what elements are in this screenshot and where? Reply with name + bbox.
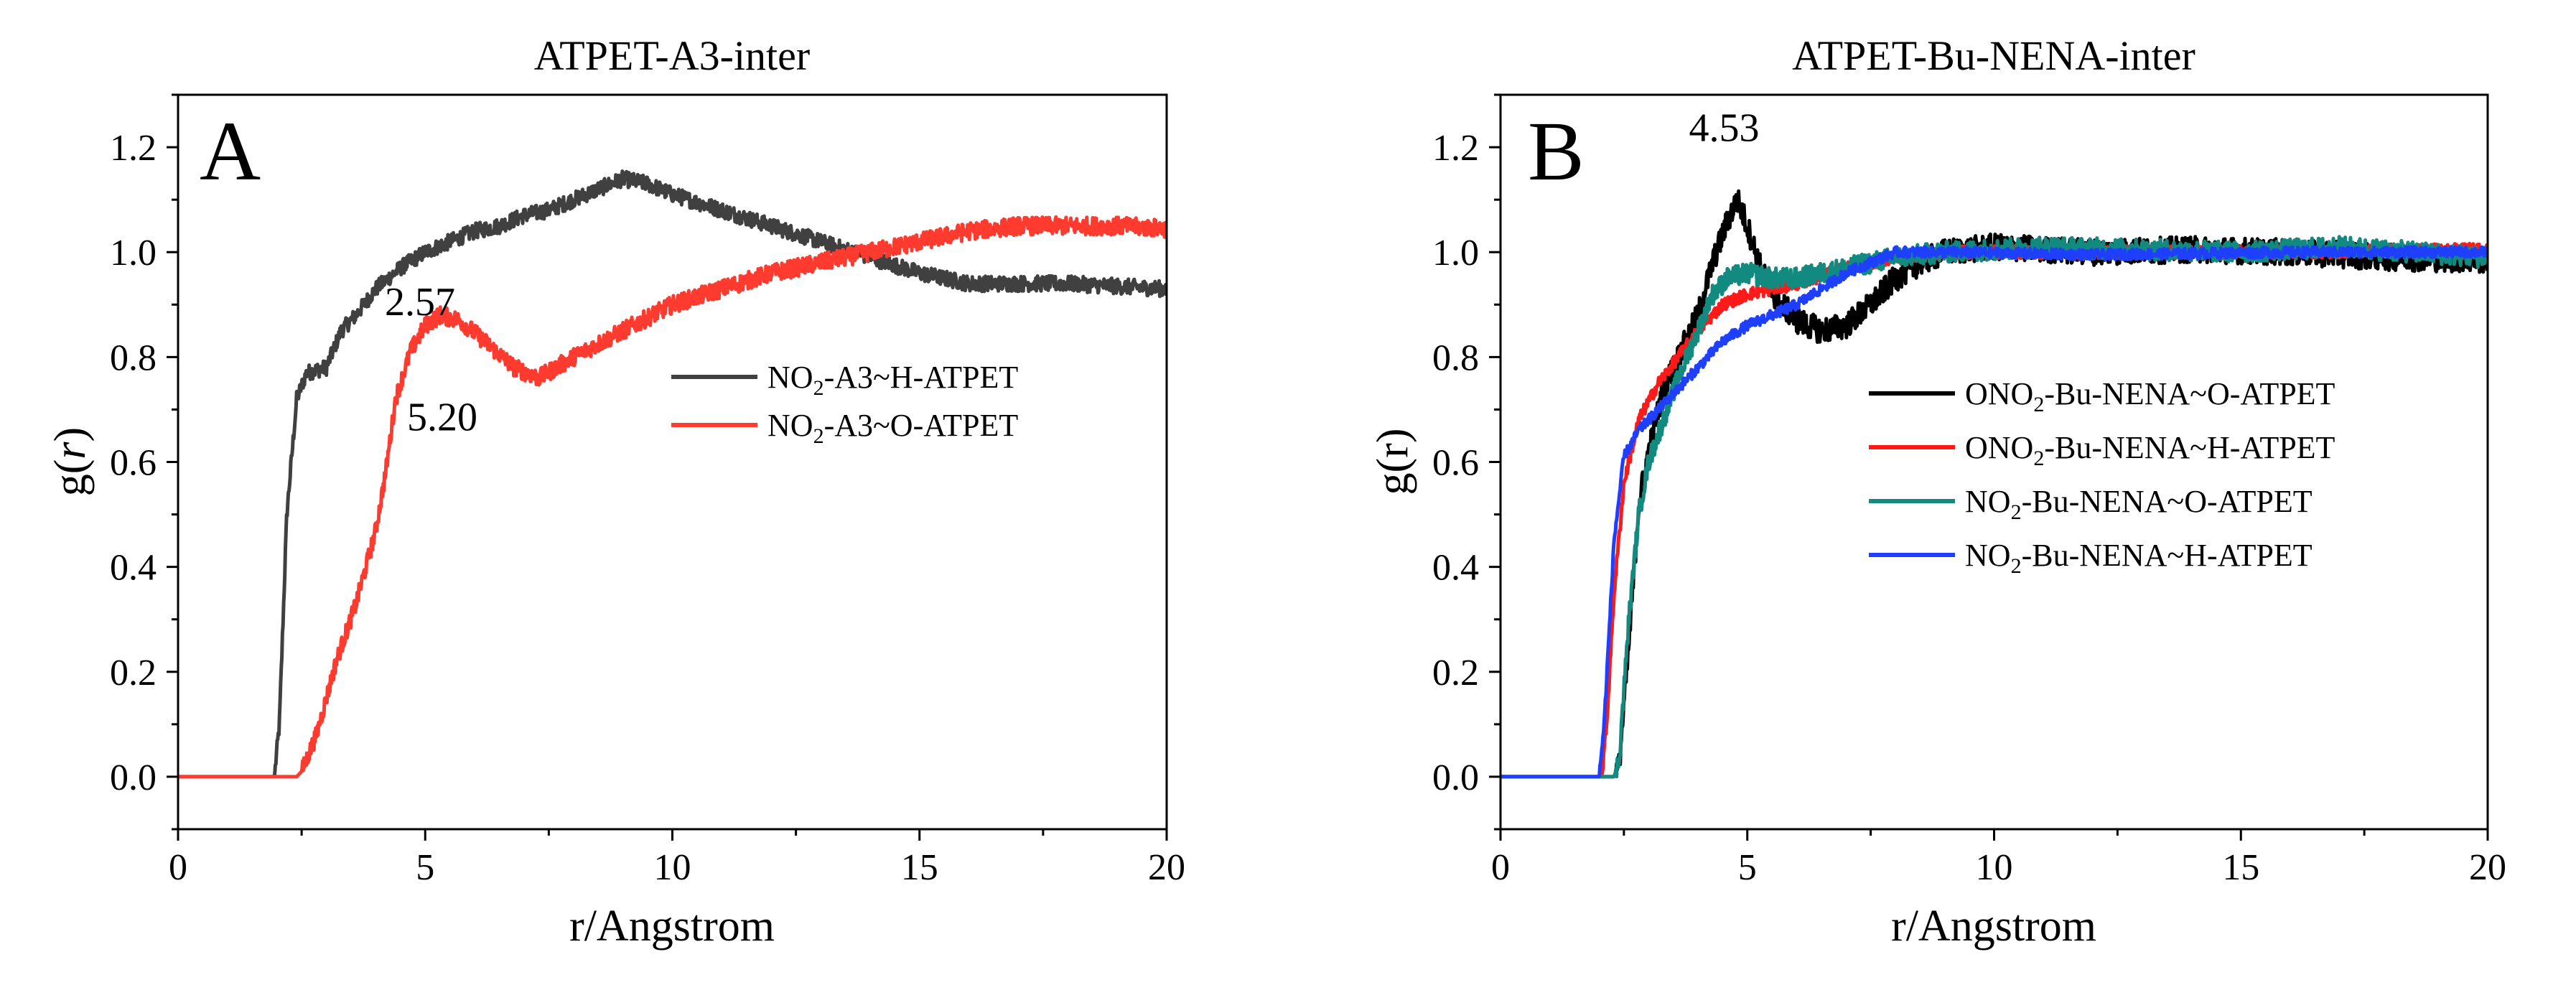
x-tick-label: 20	[2469, 847, 2506, 888]
plot-frame	[177, 93, 1168, 831]
legend-label: ONO2-Bu-NENA~O-ATPET	[1965, 376, 2335, 416]
tick-layer: 0 5 10 15 20 0.0 0.2 0.4 0.6 0.8 1.0 1.2	[1432, 93, 2506, 888]
x-tick-label: 10	[1976, 847, 2013, 888]
y-tick-label: 0.8	[110, 337, 157, 378]
y-axis-label: g(r)	[1368, 429, 1417, 495]
peak-annotation: 4.53	[1689, 106, 1759, 150]
y-axis-label-end: )	[46, 427, 95, 442]
tick-layer: 0 5 10 15 20 0.0 0.2 0.4 0.6 0.8 1.0 1.2	[110, 93, 1185, 888]
y-tick-label: 0.4	[1432, 548, 1479, 589]
legend-label: NO2-Bu-NENA~O-ATPET	[1965, 484, 2313, 524]
chart-panel-a: ATPET-A3-inter 0 5 10 15 20 0.0 0.2 0.4 0.6 0.8 1.…	[46, 32, 1185, 951]
y-axis-label-var: r	[46, 442, 95, 459]
legend-label: ONO2-Bu-NENA~H-ATPET	[1965, 430, 2335, 470]
legend-label: NO2-A3~H-ATPET	[767, 360, 1018, 400]
series-line-4	[1501, 245, 2488, 779]
panel-letter: B	[1528, 104, 1585, 198]
series-line-1	[178, 169, 1167, 779]
chart-title: ATPET-Bu-NENA-inter	[1792, 32, 2195, 79]
y-tick-label: 0.4	[110, 548, 157, 589]
x-tick-label: 15	[901, 847, 938, 888]
annotation-layer: 2.57 5.20	[385, 280, 477, 440]
y-tick-label: 1.2	[110, 128, 157, 169]
peak-annotation: 2.57	[385, 280, 455, 324]
peak-annotation: 5.20	[407, 396, 477, 440]
x-tick-label: 5	[416, 847, 434, 888]
x-tick-label: 20	[1148, 847, 1185, 888]
series-layer	[1501, 189, 2488, 779]
x-axis-label: r/Angstrom	[1891, 902, 2096, 951]
x-tick-label: 10	[654, 847, 691, 888]
y-axis-label-base: g(	[46, 459, 95, 497]
x-tick-label: 0	[169, 847, 187, 888]
legend: NO2-A3~H-ATPET NO2-A3~O-ATPET	[671, 360, 1018, 448]
legend-label: NO2-Bu-NENA~H-ATPET	[1965, 538, 2313, 578]
y-tick-label: 1.0	[110, 233, 157, 274]
series-line-2	[178, 215, 1167, 779]
y-tick-label: 0.6	[1432, 443, 1479, 484]
chart-panel-b: ATPET-Bu-NENA-inter 0 5 10 15 20 0.0 0.2 0.4 0.6…	[1368, 32, 2506, 951]
chart-title: ATPET-A3-inter	[534, 32, 810, 79]
y-tick-label: 0.8	[1432, 337, 1479, 378]
legend-label: NO2-A3~O-ATPET	[767, 408, 1018, 448]
y-tick-label: 1.2	[1432, 128, 1479, 169]
x-axis-label: r/Angstrom	[569, 902, 775, 951]
panel-letter: A	[200, 104, 261, 198]
y-tick-label: 0.2	[1432, 653, 1479, 694]
y-tick-label: 0.0	[110, 757, 157, 798]
y-axis-label: g(r)	[46, 427, 95, 496]
x-tick-label: 5	[1738, 847, 1757, 888]
y-tick-label: 0.6	[110, 443, 157, 484]
y-tick-label: 0.2	[110, 653, 157, 694]
legend: ONO2-Bu-NENA~O-ATPET ONO2-Bu-NENA~H-ATPET…	[1869, 376, 2335, 578]
x-tick-label: 0	[1491, 847, 1510, 888]
y-axis-label-base: g(r)	[1368, 429, 1417, 495]
x-tick-label: 15	[2222, 847, 2259, 888]
y-tick-label: 1.0	[1432, 233, 1479, 274]
y-tick-label: 0.0	[1432, 757, 1479, 798]
annotation-layer: 4.53	[1689, 106, 1759, 150]
series-layer	[178, 169, 1167, 779]
